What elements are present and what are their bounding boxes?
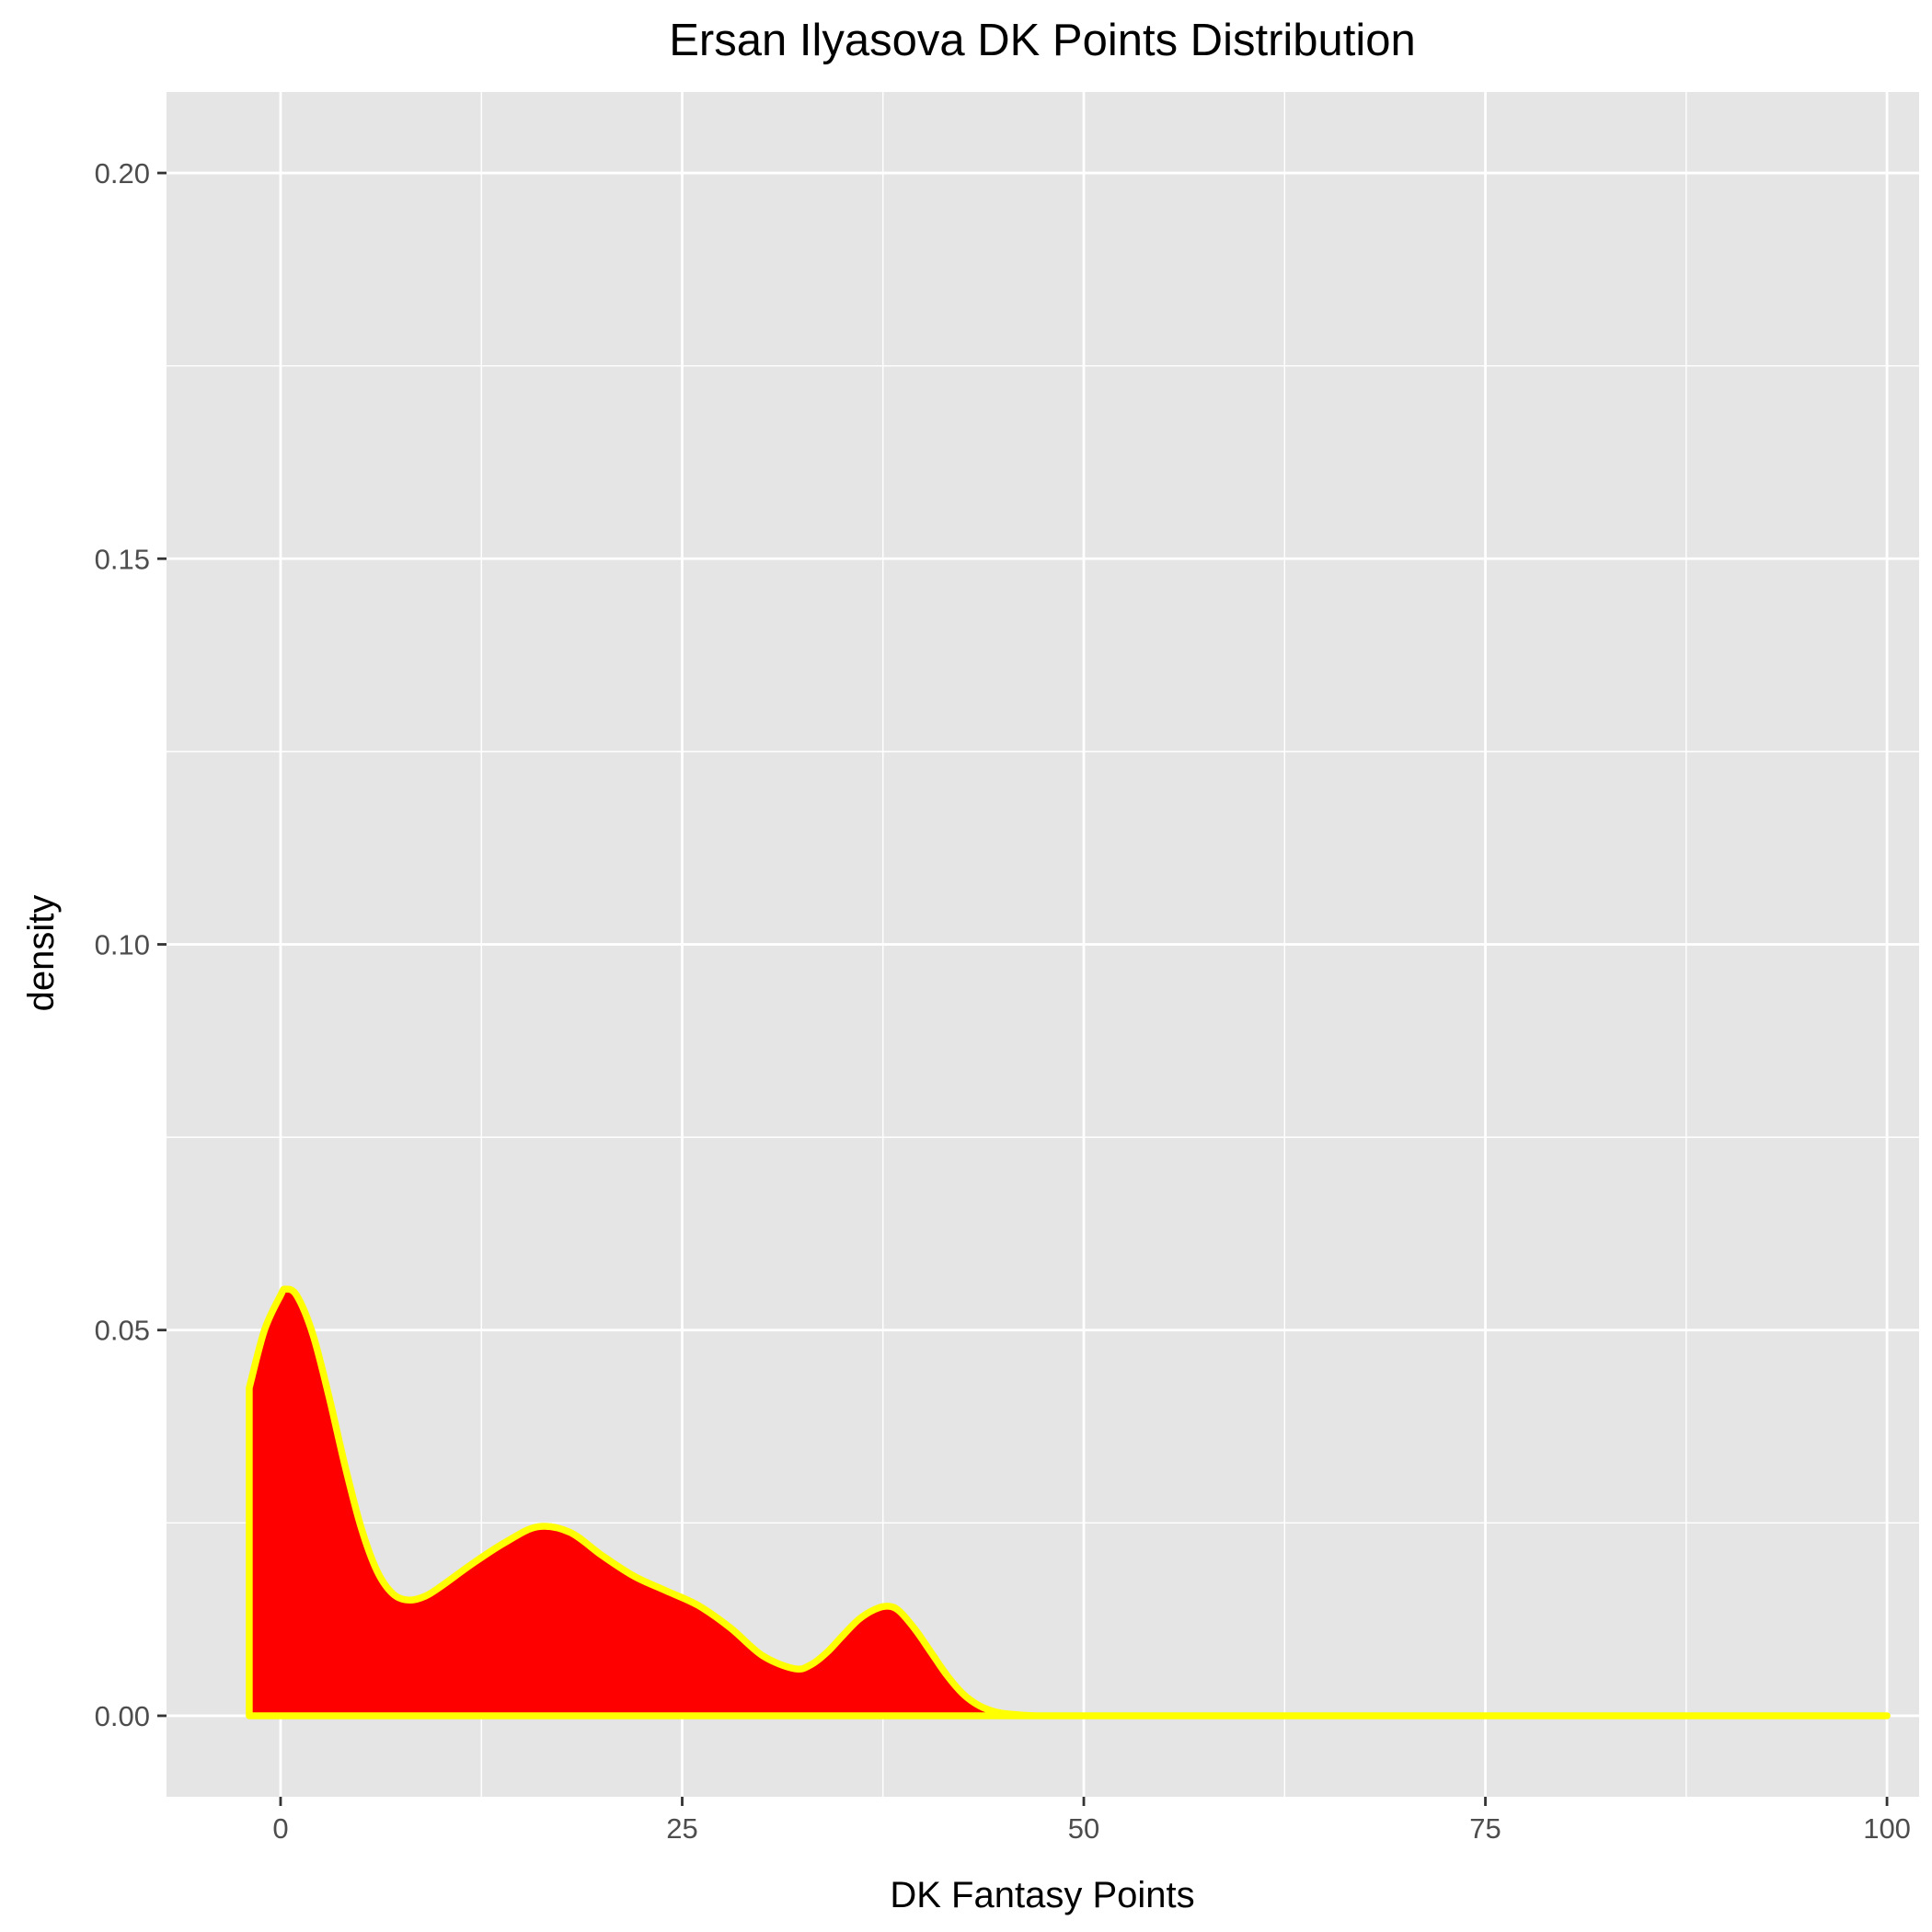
x-tick-label: 0	[272, 1812, 288, 1845]
axes: 0 25 50 75 100 0.00 0.05 0.10 0.15 0.20	[95, 157, 1911, 1845]
y-tick-label: 0.05	[95, 1315, 150, 1347]
x-tick-label: 100	[1863, 1812, 1911, 1845]
y-tick-label: 0.00	[95, 1700, 150, 1732]
density-layer	[246, 1285, 1891, 1719]
x-tick-label: 50	[1068, 1812, 1099, 1845]
chart-title: Ersan Ilyasova DK Points Distribution	[669, 16, 1416, 65]
y-axis-title: density	[21, 895, 62, 1012]
y-tick-label: 0.20	[95, 157, 150, 190]
density-area	[246, 1285, 1891, 1719]
x-axis-title: DK Fantasy Points	[890, 1875, 1194, 1915]
y-tick-label: 0.15	[95, 543, 150, 575]
x-tick-label: 25	[666, 1812, 697, 1845]
x-tick-label: 75	[1469, 1812, 1501, 1845]
y-tick-label: 0.10	[95, 929, 150, 961]
